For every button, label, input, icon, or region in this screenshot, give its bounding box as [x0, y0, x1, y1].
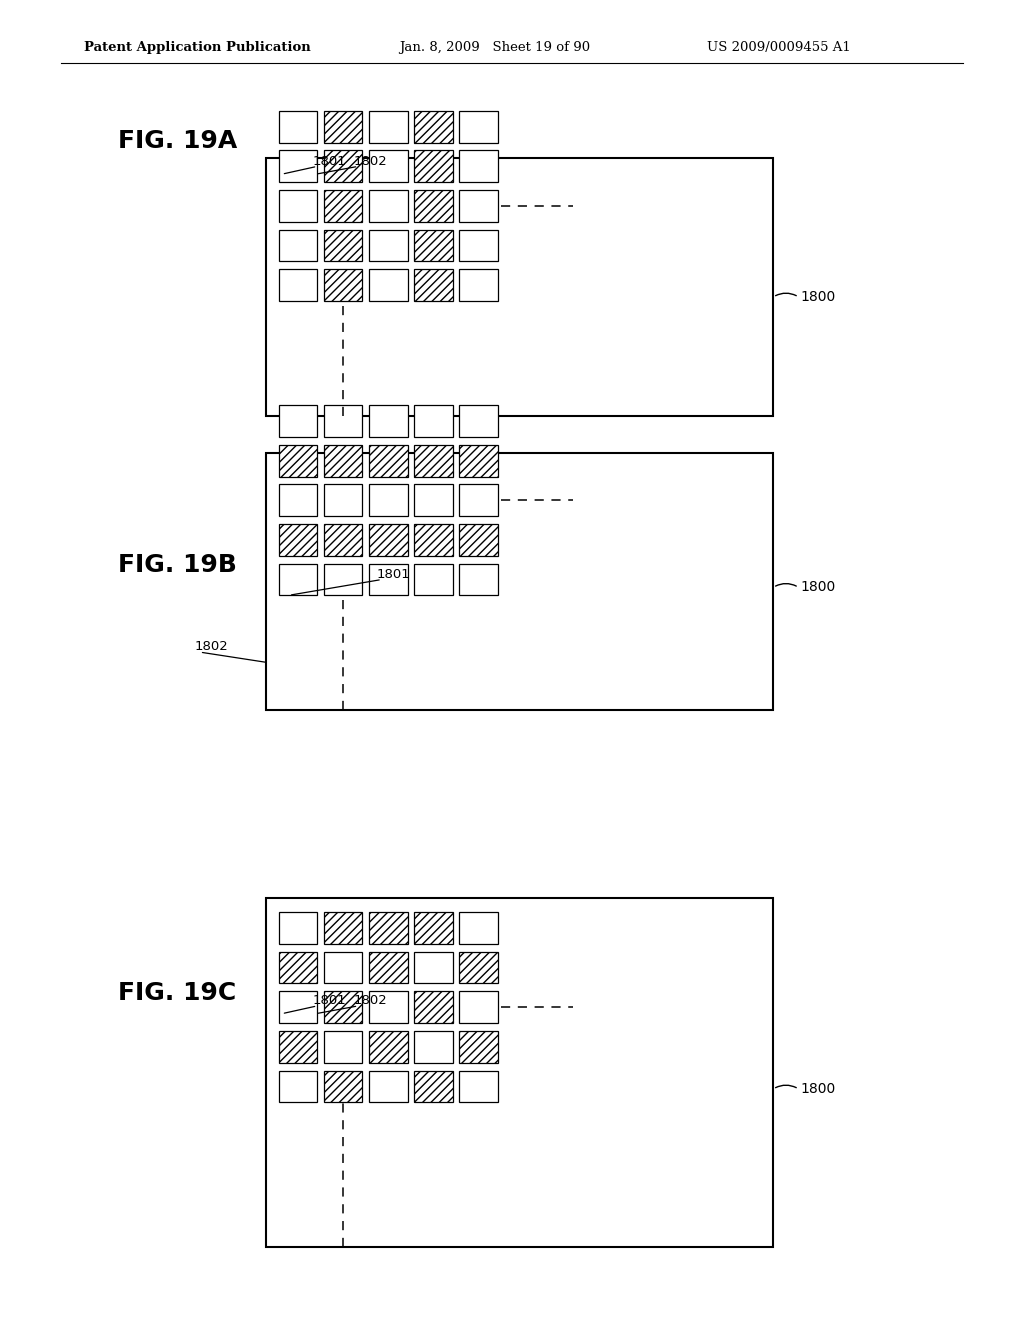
Bar [324, 564, 362, 595]
Bar [414, 912, 453, 944]
Bar [369, 269, 408, 301]
Bar [414, 524, 453, 556]
Bar [414, 991, 453, 1023]
Bar [414, 564, 453, 595]
Bar [459, 1071, 498, 1102]
Bar [369, 111, 408, 143]
Bar [459, 991, 498, 1023]
Bar [414, 190, 453, 222]
Bar [369, 445, 408, 477]
Bar [324, 952, 362, 983]
Bar [324, 150, 362, 182]
Bar [414, 111, 453, 143]
Text: FIG. 19A: FIG. 19A [118, 129, 237, 153]
Bar [369, 912, 408, 944]
Bar [369, 230, 408, 261]
Bar [266, 453, 773, 710]
Bar [324, 269, 362, 301]
Bar [324, 991, 362, 1023]
Bar [369, 484, 408, 516]
Bar [324, 230, 362, 261]
Bar [369, 190, 408, 222]
Bar [324, 912, 362, 944]
Text: Jan. 8, 2009   Sheet 19 of 90: Jan. 8, 2009 Sheet 19 of 90 [399, 41, 591, 54]
Bar [369, 1071, 408, 1102]
Bar [279, 1071, 317, 1102]
Bar [414, 1031, 453, 1063]
Text: 1801: 1801 [377, 568, 411, 581]
Text: 1802: 1802 [195, 640, 228, 653]
Bar [324, 1071, 362, 1102]
Bar [279, 564, 317, 595]
Bar [279, 952, 317, 983]
Bar [279, 912, 317, 944]
Bar [279, 991, 317, 1023]
Bar [459, 445, 498, 477]
Text: 1802: 1802 [353, 154, 387, 168]
Bar [459, 952, 498, 983]
Bar [459, 150, 498, 182]
Bar [414, 405, 453, 437]
Bar [459, 111, 498, 143]
Bar [459, 912, 498, 944]
Bar [279, 1031, 317, 1063]
Text: 1800: 1800 [801, 290, 836, 304]
Bar [459, 190, 498, 222]
Bar [279, 230, 317, 261]
Bar [414, 952, 453, 983]
Text: 1802: 1802 [353, 994, 387, 1007]
Bar [369, 150, 408, 182]
Bar [369, 564, 408, 595]
Bar [459, 269, 498, 301]
Text: FIG. 19C: FIG. 19C [118, 981, 236, 1005]
Bar [279, 445, 317, 477]
Bar [324, 1031, 362, 1063]
Bar [324, 111, 362, 143]
Text: 1800: 1800 [801, 581, 836, 594]
Bar [459, 564, 498, 595]
Text: US 2009/0009455 A1: US 2009/0009455 A1 [707, 41, 850, 54]
Bar [279, 524, 317, 556]
Bar [324, 405, 362, 437]
Bar [279, 484, 317, 516]
Bar [414, 230, 453, 261]
Bar [459, 524, 498, 556]
Bar [459, 230, 498, 261]
Bar [279, 150, 317, 182]
Bar [279, 269, 317, 301]
Bar [414, 1071, 453, 1102]
Bar [414, 484, 453, 516]
Text: 1801: 1801 [312, 994, 346, 1007]
Text: FIG. 19B: FIG. 19B [118, 553, 237, 577]
Bar [324, 484, 362, 516]
Bar [279, 190, 317, 222]
Bar [459, 1031, 498, 1063]
Bar [414, 445, 453, 477]
Text: Patent Application Publication: Patent Application Publication [84, 41, 310, 54]
Bar [414, 269, 453, 301]
Bar [369, 524, 408, 556]
Bar [266, 898, 773, 1247]
Bar [279, 405, 317, 437]
Bar [459, 405, 498, 437]
Bar [324, 190, 362, 222]
Bar [459, 484, 498, 516]
Bar [324, 524, 362, 556]
Bar [369, 991, 408, 1023]
Bar [414, 150, 453, 182]
Text: 1800: 1800 [801, 1082, 836, 1096]
Bar [369, 1031, 408, 1063]
Bar [266, 158, 773, 416]
Bar [369, 952, 408, 983]
Bar [279, 111, 317, 143]
Text: 1801: 1801 [312, 154, 346, 168]
Bar [369, 405, 408, 437]
Bar [324, 445, 362, 477]
